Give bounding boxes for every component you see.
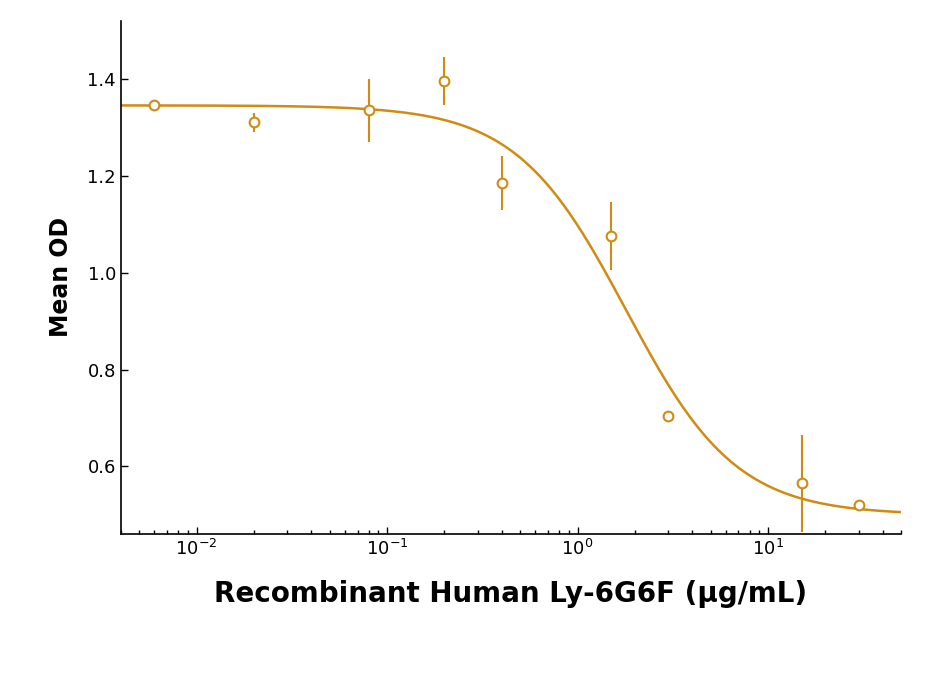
- Y-axis label: Mean OD: Mean OD: [49, 217, 73, 338]
- X-axis label: Recombinant Human Ly-6G6F (μg/mL): Recombinant Human Ly-6G6F (μg/mL): [214, 580, 806, 608]
